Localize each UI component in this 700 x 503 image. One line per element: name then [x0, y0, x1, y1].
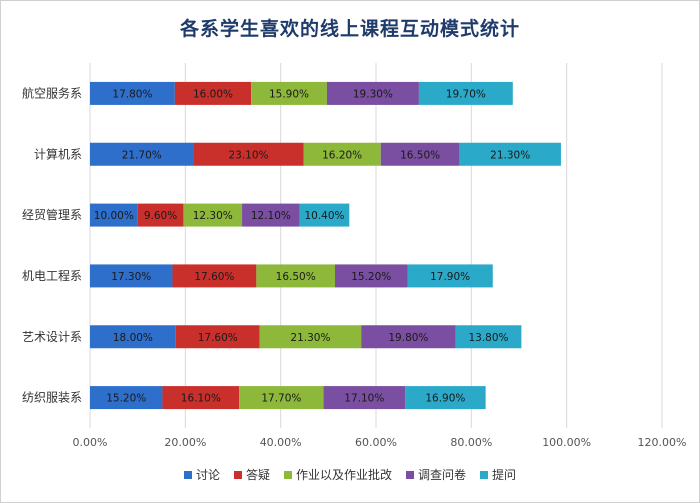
bar-value-label: 17.60%	[194, 271, 234, 283]
bar-value-label: 15.20%	[106, 393, 146, 405]
bar-segment	[90, 386, 163, 410]
legend-swatch	[283, 470, 292, 479]
bar-segment	[137, 203, 184, 227]
bar-segment	[418, 81, 513, 105]
bar-value-label: 13.80%	[468, 332, 508, 344]
bar-value-label: 9.60%	[144, 210, 177, 222]
bar-value-label: 16.00%	[193, 88, 233, 100]
category-label: 经贸管理系	[22, 207, 82, 222]
bar-value-label: 12.10%	[251, 210, 291, 222]
bar-value-label: 16.20%	[322, 149, 362, 161]
bar-segment	[90, 264, 173, 288]
chart-legend: 讨论 答疑 作业以及作业批改 调查问卷 提问	[0, 466, 700, 483]
bar-segment	[361, 325, 456, 349]
bar-value-label: 19.70%	[446, 88, 486, 100]
legend-label: 提问	[492, 468, 517, 482]
bar-segment	[172, 264, 257, 288]
bar-segment	[326, 81, 419, 105]
bar-segment	[459, 142, 561, 166]
bar-segment	[175, 325, 260, 349]
bar-segment	[90, 142, 194, 166]
bar-segment	[183, 203, 243, 227]
bar-value-label: 16.50%	[276, 271, 316, 283]
bar-value-label: 23.10%	[228, 149, 268, 161]
bar-value-label: 17.10%	[344, 393, 384, 405]
bar-value-label: 12.30%	[193, 210, 233, 222]
bar-value-label: 15.20%	[351, 271, 391, 283]
category-label: 艺术设计系	[22, 330, 82, 344]
bar-value-label: 19.30%	[353, 88, 393, 100]
bar-segment	[323, 386, 406, 410]
bar-value-label: 21.30%	[490, 149, 530, 161]
bar-value-label: 16.90%	[425, 393, 465, 405]
legend-label: 答疑	[245, 468, 270, 482]
bar-segment	[242, 203, 300, 227]
legend-swatch	[480, 470, 489, 479]
legend-swatch	[406, 470, 414, 479]
bar-segment	[162, 386, 240, 410]
bar-segment	[455, 325, 522, 349]
bar-segment	[174, 81, 252, 105]
bar-value-label: 17.60%	[198, 332, 238, 344]
bar-segment	[90, 325, 176, 349]
bar-segment	[90, 203, 138, 227]
x-tick-label: 120.00%	[638, 436, 687, 449]
bar-value-label: 17.70%	[261, 393, 301, 405]
bar-value-label: 15.90%	[269, 88, 309, 100]
chart-title: 各系学生喜欢的线上课程互动模式统计	[179, 18, 520, 40]
category-label: 机电工程系	[22, 268, 82, 283]
bar-value-label: 19.80%	[388, 332, 428, 344]
legend-label: 调查问卷	[418, 468, 467, 482]
bar-value-label: 16.50%	[400, 149, 440, 161]
bar-value-label: 16.10%	[181, 393, 221, 405]
x-tick-label: 0.00%	[73, 436, 108, 449]
bar-value-label: 18.00%	[113, 332, 153, 344]
bar-segment	[335, 264, 408, 288]
category-label: 计算机系	[34, 146, 82, 161]
bar-segment	[380, 142, 460, 166]
bar-segment	[405, 386, 486, 410]
bar-value-label: 21.30%	[290, 332, 330, 344]
bar-segment	[239, 386, 324, 410]
legend-item: 答疑	[233, 466, 270, 483]
bar-segment	[251, 81, 327, 105]
category-label: 纺织服装系	[22, 391, 82, 405]
bar-value-label: 10.00%	[94, 210, 134, 222]
legend-item: 讨论	[183, 466, 220, 483]
legend-item: 作业以及作业批改	[283, 466, 392, 483]
bar-segment	[256, 264, 336, 288]
x-tick-label: 80.00%	[450, 436, 492, 449]
legend-label: 作业以及作业批改	[295, 468, 392, 482]
bar-segment	[90, 81, 175, 105]
x-tick-label: 100.00%	[542, 436, 591, 449]
legend-item: 调查问卷	[406, 466, 466, 483]
x-tick-label: 40.00%	[260, 436, 302, 449]
legend-label: 讨论	[195, 468, 220, 482]
legend-item: 提问	[480, 466, 516, 483]
x-tick-label: 20.00%	[164, 436, 206, 449]
bar-value-label: 10.40%	[304, 210, 344, 222]
bar-value-label: 17.80%	[112, 88, 152, 100]
bar-segment	[193, 142, 304, 166]
bar-segment	[303, 142, 381, 166]
bar-segment	[259, 325, 362, 349]
bar-value-label: 17.30%	[111, 271, 151, 283]
bar-segment	[299, 203, 350, 227]
category-label: 航空服务系	[22, 85, 82, 100]
x-tick-label: 60.00%	[355, 436, 397, 449]
bar-value-label: 17.90%	[430, 271, 470, 283]
bar-value-label: 21.70%	[122, 149, 162, 161]
legend-swatch	[183, 470, 192, 479]
legend-swatch	[233, 470, 242, 479]
bar-segment	[407, 264, 493, 288]
